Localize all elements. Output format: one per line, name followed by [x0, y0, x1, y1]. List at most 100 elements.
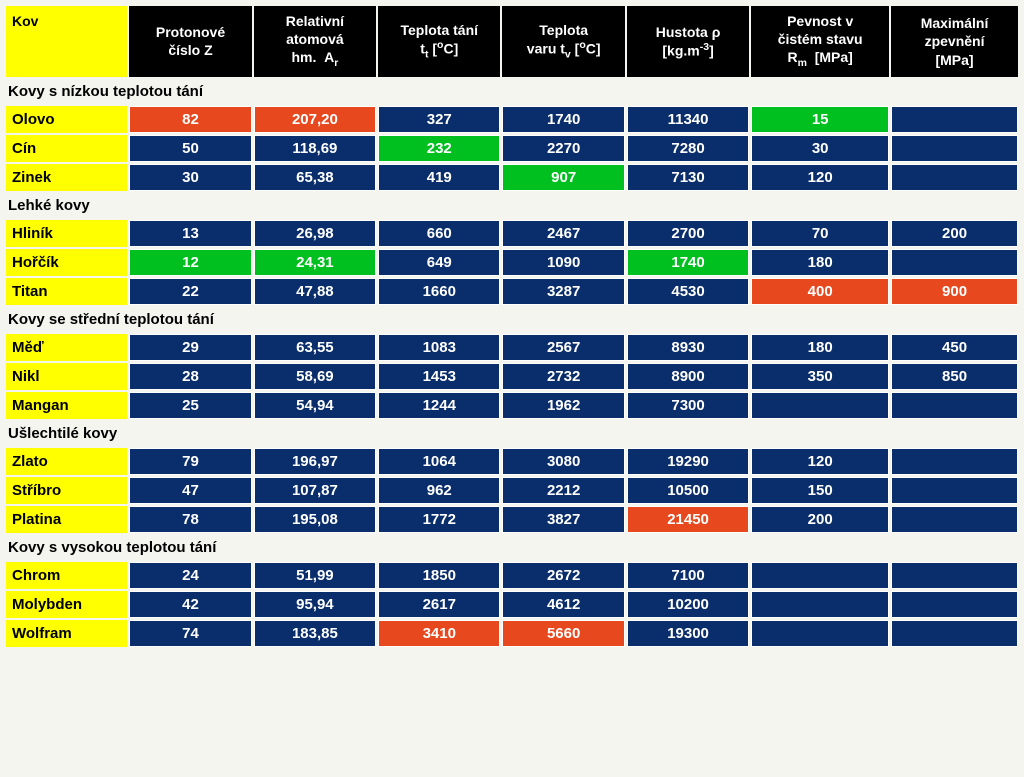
data-cell [891, 506, 1018, 533]
data-cell: 419 [378, 164, 500, 191]
data-cell: 207,20 [254, 106, 376, 133]
data-cell: 118,69 [254, 135, 376, 162]
data-cell: 1660 [378, 278, 500, 305]
table-row: Stříbro47107,87962221210500150 [6, 477, 1018, 504]
data-cell: 3080 [502, 448, 624, 475]
data-cell: 10500 [627, 477, 749, 504]
table-row: Olovo82207,2032717401134015 [6, 106, 1018, 133]
data-cell: 8900 [627, 363, 749, 390]
data-cell: 200 [751, 506, 889, 533]
data-cell: 1772 [378, 506, 500, 533]
data-cell: 660 [378, 220, 500, 247]
table-row: Mangan2554,94124419627300 [6, 392, 1018, 419]
data-cell: 19290 [627, 448, 749, 475]
data-cell: 30 [129, 164, 251, 191]
metals-table: KovProtonovéčíslo ZRelativníatomováhm. A… [4, 4, 1020, 649]
data-cell: 54,94 [254, 392, 376, 419]
data-cell: 3287 [502, 278, 624, 305]
data-cell: 1083 [378, 334, 500, 361]
table-row: Hořčík1224,3164910901740180 [6, 249, 1018, 276]
col-header-4: Teplotavaru tv [oC] [502, 6, 624, 77]
data-cell: 95,94 [254, 591, 376, 618]
data-cell: 30 [751, 135, 889, 162]
data-cell [891, 448, 1018, 475]
data-cell: 2617 [378, 591, 500, 618]
data-cell: 21450 [627, 506, 749, 533]
data-cell: 24,31 [254, 249, 376, 276]
data-cell [751, 392, 889, 419]
data-cell: 1064 [378, 448, 500, 475]
data-cell: 4612 [502, 591, 624, 618]
data-cell: 120 [751, 448, 889, 475]
table-row: Hliník1326,986602467270070200 [6, 220, 1018, 247]
col-header-5: Hustota ρ[kg.m-3] [627, 6, 749, 77]
metal-name: Platina [6, 506, 127, 533]
data-cell: 10200 [627, 591, 749, 618]
data-cell: 12 [129, 249, 251, 276]
col-header-7: Maximálnízpevnění[MPa] [891, 6, 1018, 77]
data-cell: 232 [378, 135, 500, 162]
data-cell [891, 135, 1018, 162]
data-cell [891, 164, 1018, 191]
data-cell: 70 [751, 220, 889, 247]
data-cell [751, 620, 889, 647]
data-cell: 962 [378, 477, 500, 504]
data-cell [891, 477, 1018, 504]
data-cell: 47,88 [254, 278, 376, 305]
table-row: Měď2963,55108325678930180450 [6, 334, 1018, 361]
data-cell: 2467 [502, 220, 624, 247]
data-cell [891, 249, 1018, 276]
data-cell: 7300 [627, 392, 749, 419]
data-cell: 1453 [378, 363, 500, 390]
data-cell: 400 [751, 278, 889, 305]
data-cell: 2700 [627, 220, 749, 247]
table-row: Titan2247,88166032874530400900 [6, 278, 1018, 305]
data-cell: 65,38 [254, 164, 376, 191]
data-cell: 1962 [502, 392, 624, 419]
data-cell: 58,69 [254, 363, 376, 390]
data-cell: 450 [891, 334, 1018, 361]
metal-name: Wolfram [6, 620, 127, 647]
data-cell: 24 [129, 562, 251, 589]
data-cell: 79 [129, 448, 251, 475]
data-cell: 25 [129, 392, 251, 419]
data-cell: 1244 [378, 392, 500, 419]
col-header-0: Kov [6, 6, 127, 77]
data-cell: 350 [751, 363, 889, 390]
metal-name: Hořčík [6, 249, 127, 276]
data-cell: 3827 [502, 506, 624, 533]
table-row: Chrom2451,99185026727100 [6, 562, 1018, 589]
data-cell: 7100 [627, 562, 749, 589]
data-cell [891, 620, 1018, 647]
data-cell: 15 [751, 106, 889, 133]
data-cell: 7130 [627, 164, 749, 191]
section-title: Ušlechtilé kovy [6, 421, 1018, 446]
table-row: Zlato79196,971064308019290120 [6, 448, 1018, 475]
section-title: Kovy s vysokou teplotou tání [6, 535, 1018, 560]
data-cell: 50 [129, 135, 251, 162]
data-cell: 2270 [502, 135, 624, 162]
data-cell: 3410 [378, 620, 500, 647]
metal-name: Molybden [6, 591, 127, 618]
data-cell: 8930 [627, 334, 749, 361]
metal-name: Hliník [6, 220, 127, 247]
data-cell: 2212 [502, 477, 624, 504]
metal-name: Olovo [6, 106, 127, 133]
table-row: Cín50118,692322270728030 [6, 135, 1018, 162]
data-cell: 649 [378, 249, 500, 276]
data-cell: 1090 [502, 249, 624, 276]
data-cell: 1740 [627, 249, 749, 276]
data-cell [751, 562, 889, 589]
data-cell: 4530 [627, 278, 749, 305]
table-row: Nikl2858,69145327328900350850 [6, 363, 1018, 390]
data-cell [891, 392, 1018, 419]
data-cell: 183,85 [254, 620, 376, 647]
data-cell: 195,08 [254, 506, 376, 533]
table-header-row: KovProtonovéčíslo ZRelativníatomováhm. A… [6, 6, 1018, 77]
data-cell: 1850 [378, 562, 500, 589]
data-cell: 907 [502, 164, 624, 191]
data-cell: 2672 [502, 562, 624, 589]
metal-name: Mangan [6, 392, 127, 419]
data-cell: 2567 [502, 334, 624, 361]
data-cell: 1740 [502, 106, 624, 133]
